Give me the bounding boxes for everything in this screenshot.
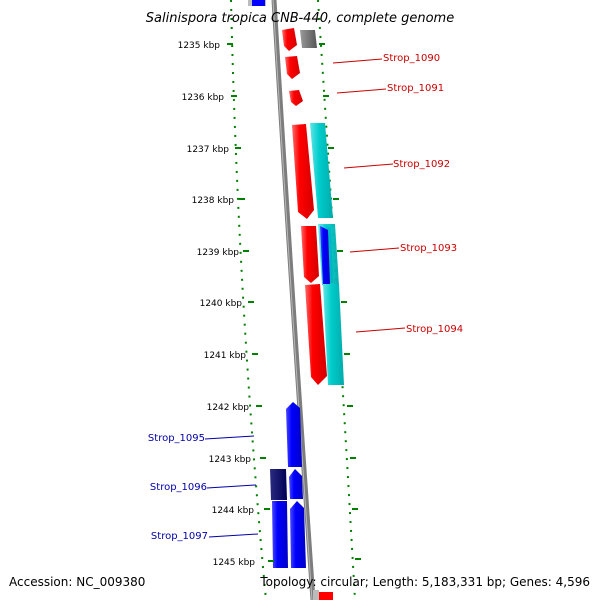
scale-label-1237: 1237 kbp	[187, 145, 230, 155]
scale-label-1238: 1238 kbp	[192, 196, 235, 206]
leader-strop-1096	[206, 484, 257, 489]
cds-strop-1094-arrow	[305, 284, 327, 385]
label-strop-1090[interactable]: Strop_1090	[383, 53, 440, 64]
label-strop-1094[interactable]: Strop_1094	[406, 324, 463, 335]
cds-strop-1090-feature	[300, 30, 317, 48]
leader-strop-1097	[208, 533, 259, 538]
cds-strop-1090-arrow	[282, 28, 297, 51]
leader-strop-1093	[349, 247, 400, 253]
label-strop-1096[interactable]: Strop_1096	[150, 482, 207, 493]
scale-label-1235: 1235 kbp	[178, 41, 221, 51]
cds-strop-1096-arrow	[289, 469, 303, 499]
cds-strop-1092-arrow	[292, 124, 314, 219]
cds-strop-1097-feature	[272, 501, 288, 568]
cds-strop-1093-reverse-overlay	[320, 226, 330, 284]
scale-label-1240: 1240 kbp	[200, 299, 243, 309]
scale-label-1244: 1244 kbp	[212, 506, 255, 516]
scale-label-1242: 1242 kbp	[207, 403, 250, 413]
genome-backbone-highlight	[272, 0, 313, 600]
feature-strop-1092	[310, 123, 333, 218]
label-strop-1095[interactable]: Strop_1095	[148, 433, 205, 444]
genome-backbone	[271, 0, 316, 600]
partial-feature-top-blue	[252, 0, 265, 6]
scale-label-1236: 1236 kbp	[182, 93, 225, 103]
cds-strop-1091b-arrow	[289, 90, 303, 106]
scale-label-1243: 1243 kbp	[209, 455, 252, 465]
leader-strop-1090	[332, 58, 383, 64]
leader-strop-1091	[336, 88, 387, 94]
label-strop-1091[interactable]: Strop_1091	[387, 83, 444, 94]
partial-feature-bottom-grey	[313, 590, 319, 600]
cds-strop-1095-arrow	[286, 402, 302, 467]
scale-tick-marks	[227, 43, 361, 562]
leader-strop-1092	[343, 163, 394, 169]
cds-strop-1096-feature	[270, 469, 287, 500]
leader-strop-1094	[355, 327, 406, 333]
map-title: Salinispora tropica CNB-440, complete ge…	[146, 11, 454, 26]
scale-label-1239: 1239 kbp	[197, 248, 240, 258]
feature-strop-1094	[323, 284, 344, 385]
cds-strop-1091-arrow	[285, 56, 300, 79]
label-strop-1092[interactable]: Strop_1092	[393, 159, 450, 170]
leader-strop-1095	[204, 435, 255, 440]
scale-label-1241: 1241 kbp	[204, 351, 247, 361]
label-strop-1097[interactable]: Strop_1097	[151, 531, 208, 542]
cds-strop-1093-arrow	[301, 226, 319, 283]
scale-label-1245: 1245 kbp	[213, 558, 256, 568]
partial-feature-bottom-red	[319, 592, 333, 600]
label-strop-1093[interactable]: Strop_1093	[400, 243, 457, 254]
cds-strop-1097-arrow	[290, 501, 306, 568]
accession-label: Accession: NC_009380	[9, 575, 145, 589]
topology-info: Topology: circular; Length: 5,183,331 bp…	[259, 575, 590, 589]
